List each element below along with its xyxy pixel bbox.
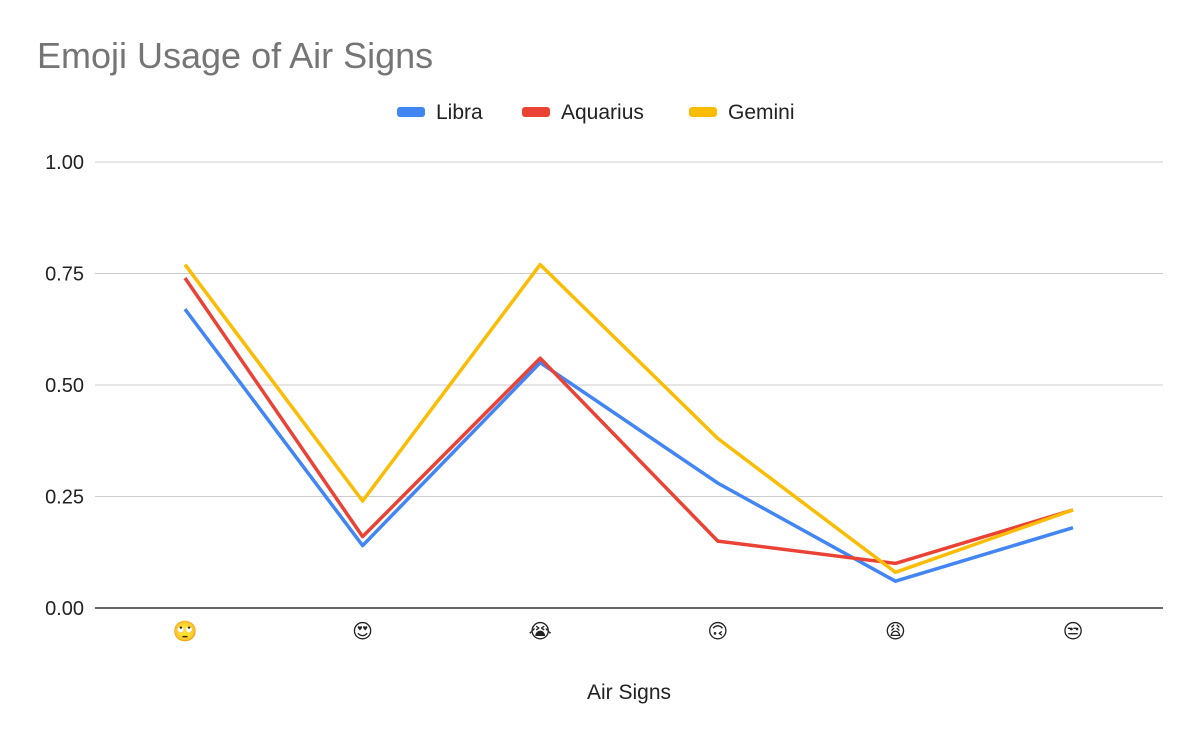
legend-swatch-aquarius bbox=[522, 107, 550, 117]
legend-label-libra: Libra bbox=[436, 101, 483, 124]
y-tick-label: 0.75 bbox=[45, 264, 84, 286]
x-tick-label: 🙄 bbox=[173, 620, 198, 643]
legend-swatch-gemini bbox=[689, 107, 717, 117]
series-lines bbox=[183, 262, 1074, 583]
x-tick-label: 😭 bbox=[529, 621, 552, 643]
legend: Libra Aquarius Gemini bbox=[397, 101, 795, 124]
x-tick-label: 🙃 bbox=[707, 621, 728, 643]
series-line-libra bbox=[183, 308, 1074, 583]
series-line-aquarius bbox=[183, 277, 1074, 566]
gridlines bbox=[95, 161, 1163, 497]
x-tick-label: 😍 bbox=[352, 621, 373, 643]
series-line-gemini bbox=[183, 262, 1074, 575]
y-tick-label: 0.00 bbox=[45, 598, 84, 620]
legend-label-gemini: Gemini bbox=[728, 101, 795, 124]
y-tick-label: 0.25 bbox=[45, 487, 84, 509]
chart-title: Emoji Usage of Air Signs bbox=[37, 35, 434, 76]
y-tick-label: 1.00 bbox=[45, 152, 84, 174]
x-tick-label: 😒 bbox=[1063, 621, 1084, 643]
legend-swatch-libra bbox=[397, 107, 425, 117]
legend-label-aquarius: Aquarius bbox=[561, 101, 644, 124]
y-tick-label: 0.50 bbox=[45, 375, 84, 397]
axes: 0.00 0.25 0.50 0.75 1.00 🙄 😍 😭 🙃 😩 😒 bbox=[45, 152, 1163, 643]
x-axis-title: Air Signs bbox=[587, 681, 671, 704]
x-tick-label: 😩 bbox=[885, 621, 906, 643]
